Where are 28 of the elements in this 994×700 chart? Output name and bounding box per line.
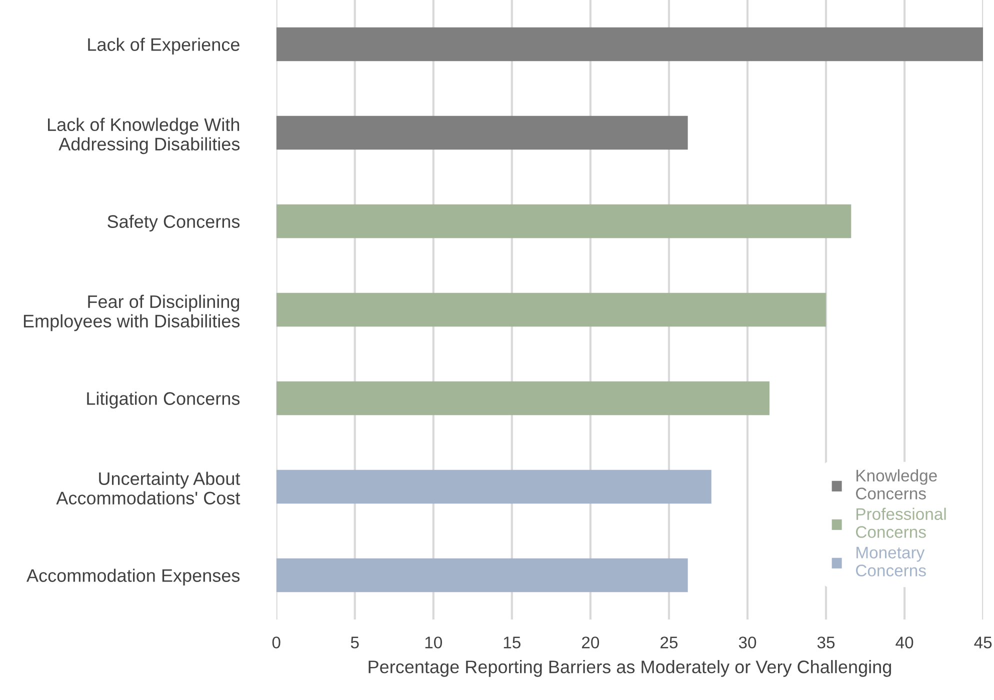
x-tick-label: 15: [504, 636, 520, 648]
x-tick-label: 20: [582, 636, 600, 648]
legend-label: Professional Concerns: [856, 508, 946, 538]
bar: [276, 292, 826, 327]
bar: [276, 470, 712, 504]
bar: [276, 381, 770, 416]
x-tick-label: 5: [350, 636, 359, 648]
bar: [276, 116, 688, 150]
x-tick-label: 25: [660, 636, 678, 648]
x-tick-label: 30: [738, 636, 756, 648]
bar: [276, 204, 852, 238]
x-tick-label: 10: [425, 636, 442, 648]
bar: [276, 27, 984, 62]
x-tick-label: 35: [817, 636, 835, 648]
x-tick-label: 45: [974, 636, 992, 648]
y-tick-label: Lack of Experience: [88, 38, 240, 55]
x-tick-label: 40: [896, 636, 914, 648]
y-tick-label: Uncertainty About Accommodations' Cost: [56, 472, 240, 505]
y-tick-label: Safety Concerns: [108, 214, 240, 232]
legend-label: Monetary Concerns: [856, 546, 926, 576]
y-tick-label: Litigation Concerns: [87, 392, 240, 409]
y-tick-label: Accommodation Expenses: [26, 568, 240, 586]
x-axis-title: Percentage Reporting Barriers as Moderately or Very Challenging: [368, 660, 891, 677]
x-tick-label: 0: [272, 636, 280, 648]
y-tick-label: Fear of Disciplining Employees with Disabilities: [24, 294, 240, 332]
bar: [276, 558, 688, 592]
legend-label: Knowledge Concerns: [856, 469, 937, 500]
y-tick-label: Lack of Knowledge With Addressing Disabilities: [48, 118, 240, 154]
